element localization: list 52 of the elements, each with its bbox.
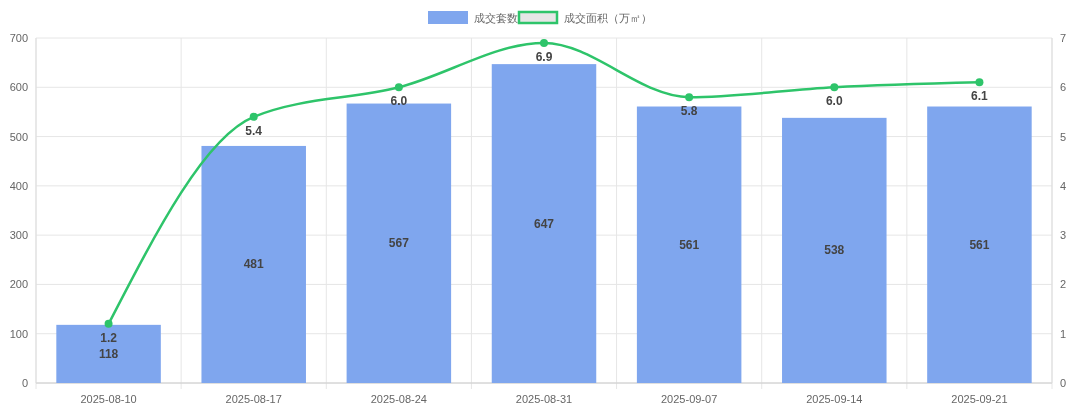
y-tick-label: 500: [9, 130, 28, 143]
data-label: 647: [533, 216, 555, 231]
bar: [782, 117, 887, 383]
legend-label: 成交面积（万㎡）: [564, 12, 652, 24]
point: [975, 78, 984, 87]
y2-tick-label: 7: [1060, 32, 1067, 44]
x-tick-label: 2025-08-24: [370, 393, 427, 405]
bar: [636, 106, 742, 383]
point: [104, 319, 113, 328]
data-label: 567: [388, 236, 410, 251]
data-label: 561: [969, 237, 990, 252]
data-label: 118: [98, 346, 119, 361]
point: [394, 83, 403, 92]
x-tick-label: 2025-08-10: [80, 393, 137, 405]
y2-tick-label: 4: [1060, 179, 1067, 192]
y2-tick-label: 0: [1060, 377, 1067, 389]
y-tick-label: 100: [9, 327, 28, 340]
y-tick-label: 200: [9, 278, 28, 291]
point: [830, 83, 839, 92]
data-label: 6.9: [535, 49, 553, 64]
point: [540, 38, 548, 47]
x-tick-label: 2025-09-21: [951, 393, 1008, 405]
x-tick-label: 2025-09-14: [806, 393, 863, 405]
x-tick-label: 2025-08-31: [515, 393, 573, 405]
y2-tick-label: 2: [1060, 278, 1067, 291]
data-label: 6.0: [825, 94, 843, 109]
bar: [346, 103, 452, 383]
y-tick-label: 600: [9, 81, 28, 94]
y-tick-label: 0: [21, 377, 28, 389]
y-tick-label: 700: [9, 32, 28, 44]
y2-tick-label: 1: [1060, 327, 1067, 340]
y2-tick-label: 6: [1060, 81, 1067, 94]
data-label: 481: [243, 257, 265, 272]
bar: [201, 145, 306, 383]
y-tick-label: 300: [9, 229, 28, 242]
data-label: 6.1: [971, 89, 989, 104]
data-label: 5.4: [245, 123, 263, 138]
y2-tick-label: 5: [1060, 130, 1067, 143]
data-label: 538: [824, 243, 845, 258]
legend-label: 成交套数: [474, 12, 518, 24]
bar: [56, 324, 161, 383]
y-tick-label: 400: [9, 179, 28, 192]
x-tick-label: 2025-09-07: [661, 393, 718, 405]
bar: [927, 106, 1032, 383]
data-label: 561: [679, 237, 700, 252]
data-label: 5.8: [680, 104, 698, 119]
y2-tick-label: 3: [1060, 229, 1067, 242]
point: [249, 112, 258, 121]
bar: [491, 64, 597, 383]
x-tick-label: 2025-08-17: [225, 393, 282, 405]
data-label: 1.2: [100, 330, 118, 345]
point: [685, 93, 694, 102]
